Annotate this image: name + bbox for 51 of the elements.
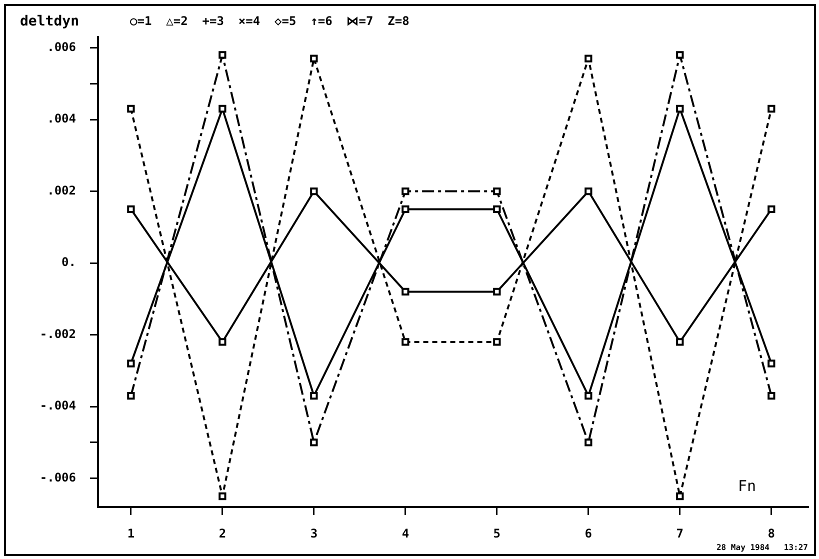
point xyxy=(127,104,135,113)
point xyxy=(676,51,684,59)
point xyxy=(127,205,135,214)
point xyxy=(402,338,410,346)
point xyxy=(584,187,592,196)
y-tick-label: .002 xyxy=(47,183,76,198)
x-tick-label: 6 xyxy=(584,526,592,540)
point xyxy=(584,438,592,446)
point xyxy=(402,187,410,196)
point xyxy=(218,104,226,113)
point xyxy=(584,392,592,400)
y-tick-label: -.006 xyxy=(40,470,76,484)
x-tick-label: 2 xyxy=(218,526,226,540)
text: 28 May 1984 13:27 xyxy=(716,543,808,552)
point xyxy=(310,187,318,196)
point xyxy=(768,104,776,113)
x-tick-label: 7 xyxy=(676,526,684,540)
x-tick-label: 5 xyxy=(493,526,501,540)
x-tick-label: 3 xyxy=(310,526,318,540)
x-axis-title: Fn xyxy=(738,476,756,495)
y-tick-label: 0. xyxy=(62,255,76,270)
x-tick-label: 1 xyxy=(127,526,135,540)
point xyxy=(402,288,410,296)
y-axis-title: deltdyn xyxy=(20,14,80,30)
point xyxy=(402,205,410,214)
point xyxy=(127,392,135,400)
point xyxy=(493,288,501,296)
point xyxy=(768,392,776,400)
point xyxy=(584,54,592,62)
x-tick-label: 4 xyxy=(402,526,410,540)
point xyxy=(310,54,318,62)
point xyxy=(676,338,684,346)
point xyxy=(676,492,684,500)
point xyxy=(493,205,501,214)
y-tick-label: .004 xyxy=(47,112,76,126)
point xyxy=(127,360,135,368)
point xyxy=(218,492,226,500)
point xyxy=(218,338,226,346)
point xyxy=(768,205,776,214)
point xyxy=(493,338,501,346)
point xyxy=(218,51,226,59)
point xyxy=(310,438,318,446)
y-tick-label: -.004 xyxy=(40,398,76,413)
point xyxy=(768,360,776,368)
point xyxy=(676,104,684,113)
y-tick-label: -.002 xyxy=(40,326,76,341)
point xyxy=(310,392,318,400)
x-tick-label: 8 xyxy=(768,526,776,540)
y-tick-label: .006 xyxy=(47,40,76,54)
point xyxy=(493,187,501,196)
text: ○=1 △=2 +=3 ×=4 ◇=5 ↑=6 ⋈=7 Z=8 xyxy=(130,14,410,28)
